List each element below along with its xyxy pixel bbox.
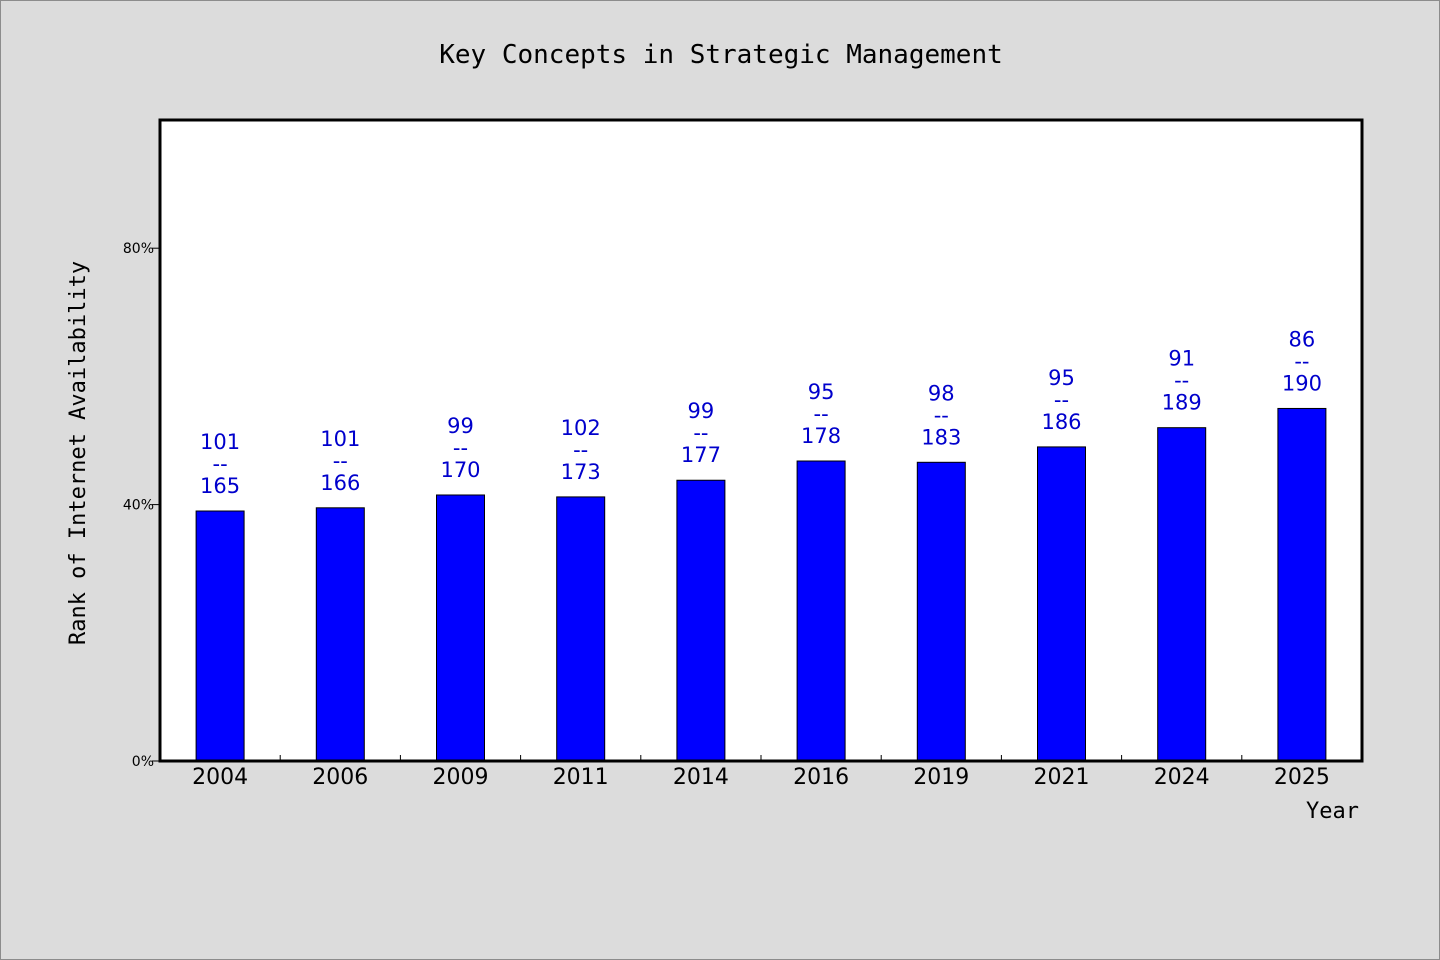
data-label: 86 <box>1289 327 1316 351</box>
data-label: 165 <box>200 474 240 498</box>
bars-layer <box>195 407 1327 762</box>
data-label: -- <box>213 452 228 476</box>
bar <box>1277 407 1327 762</box>
bar <box>195 510 245 762</box>
x-tick-label: 2019 <box>913 765 969 790</box>
bar <box>676 479 726 762</box>
bar <box>556 496 606 762</box>
data-label: -- <box>1174 369 1189 393</box>
data-label: 102 <box>561 416 601 440</box>
y-axis-ticks: 0% 40% 80% <box>123 241 160 770</box>
x-tick-label: 2021 <box>1034 765 1090 790</box>
data-label: -- <box>693 421 708 445</box>
data-label: 178 <box>801 424 841 448</box>
data-label: -- <box>1294 349 1309 373</box>
bar <box>436 494 485 762</box>
bar <box>1157 427 1207 762</box>
plot-frame <box>158 118 1364 763</box>
data-label: -- <box>573 438 588 462</box>
data-labels-layer: 101--165101--16699--170102--17399--17795… <box>200 327 1322 498</box>
data-label: 101 <box>200 430 240 454</box>
data-label: -- <box>934 403 949 427</box>
x-tick-label: 2024 <box>1154 765 1210 790</box>
data-label: 101 <box>320 427 360 451</box>
data-label: 166 <box>320 471 360 495</box>
data-label: -- <box>453 436 468 460</box>
data-label: -- <box>814 402 829 426</box>
y-tick-label: 40% <box>123 498 154 514</box>
data-label: 170 <box>440 458 480 482</box>
data-label: -- <box>1054 388 1069 412</box>
data-label: 99 <box>688 399 715 423</box>
y-tick-label: 80% <box>123 241 154 257</box>
data-label: 95 <box>1048 366 1075 390</box>
bar <box>916 461 966 762</box>
x-tick-label: 2025 <box>1274 765 1330 790</box>
data-label: 98 <box>928 381 955 405</box>
x-tick-label: 2004 <box>192 765 248 790</box>
data-label: 99 <box>447 414 474 438</box>
x-tick-label: 2014 <box>673 765 729 790</box>
x-axis-label: Year <box>1306 799 1359 824</box>
x-tick-label: 2006 <box>312 765 368 790</box>
data-label: 190 <box>1282 371 1322 395</box>
x-tick-label: 2011 <box>553 765 609 790</box>
data-label: 91 <box>1168 347 1195 371</box>
chart-title: Key Concepts in Strategic Management <box>439 40 1003 70</box>
data-label: 183 <box>921 425 961 449</box>
data-label: 189 <box>1162 391 1202 415</box>
data-label: 177 <box>681 443 721 467</box>
y-axis-label: Rank of Internet Availability <box>66 261 91 645</box>
bar <box>315 507 365 762</box>
data-label: 173 <box>561 460 601 484</box>
bar <box>796 460 846 762</box>
x-tick-label: 2009 <box>433 765 489 790</box>
x-tick-label: 2016 <box>793 765 849 790</box>
data-label: 95 <box>808 380 835 404</box>
data-label: 186 <box>1041 410 1081 434</box>
data-label: -- <box>333 449 348 473</box>
bar <box>1037 446 1086 762</box>
y-tick-label: 0% <box>132 754 154 770</box>
